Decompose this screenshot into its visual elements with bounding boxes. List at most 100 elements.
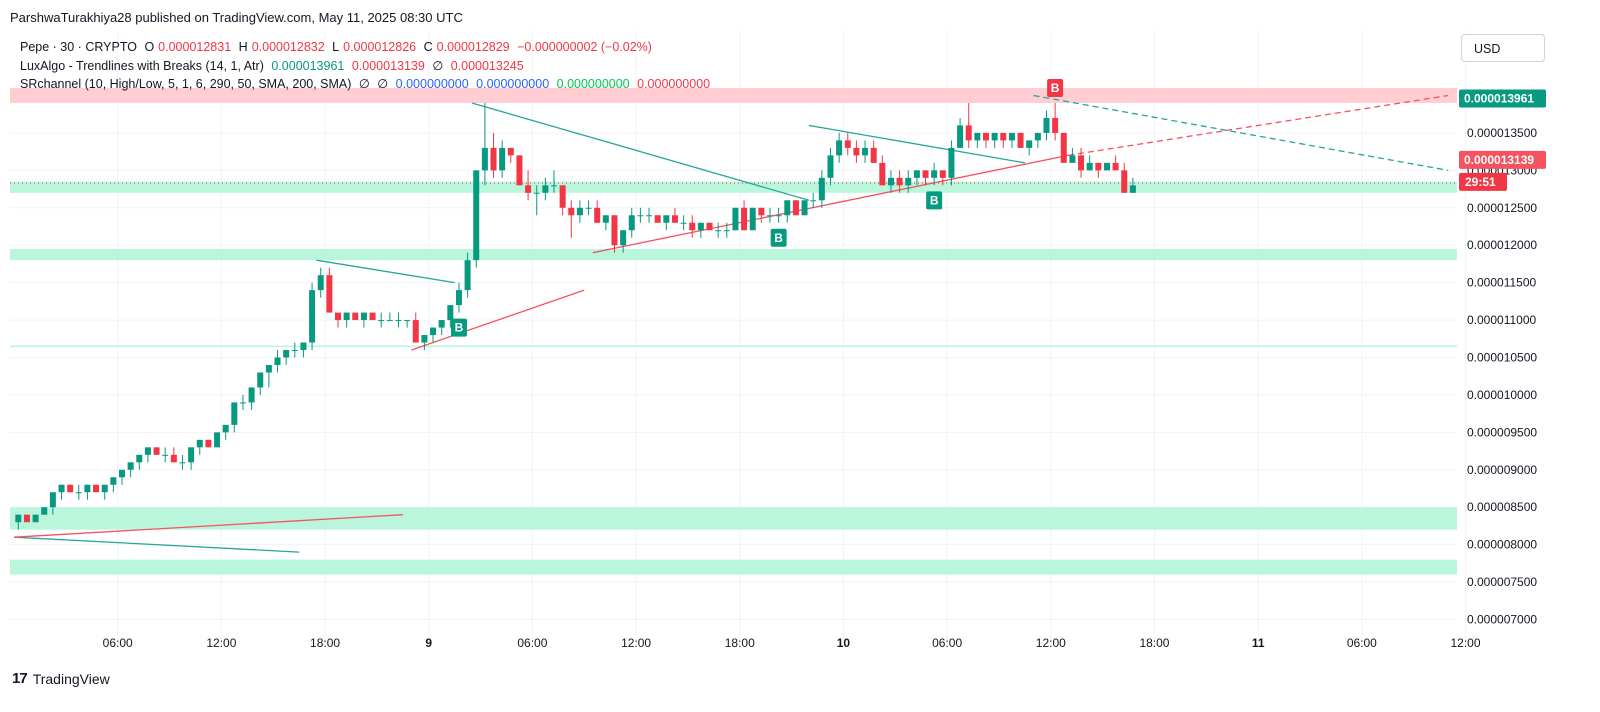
srchannel-value-3: 0.000000000 [556, 77, 630, 91]
srchannel-name[interactable]: SRchannel (10, High/Low, 5, 1, 6, 290, 5… [20, 77, 352, 91]
y-tick-label: 0.000012500 [1467, 201, 1537, 215]
srchannel-value-1: 0.000000000 [395, 77, 469, 91]
trendline [592, 154, 1069, 254]
candle-body [620, 230, 627, 246]
srchannel-empty-symbol-2: ∅ [377, 77, 389, 91]
candle-body [810, 200, 817, 202]
candle-body [473, 170, 480, 261]
trendline [1033, 94, 1449, 171]
buy-signal-badge[interactable] [450, 318, 467, 337]
candle-body [421, 335, 428, 343]
publisher-caption: ParshwaTurakhiya28 published on TradingV… [10, 10, 463, 25]
candle-body [775, 215, 782, 217]
luxalgo-value-3: 0.000013245 [450, 59, 524, 73]
candle-body [490, 147, 497, 171]
candle-body [784, 200, 791, 216]
candle-body [922, 170, 929, 178]
candle-body [188, 447, 195, 463]
open-label: O [144, 40, 155, 54]
candle-body [654, 215, 661, 223]
symbol-label[interactable]: Pepe · 30 · CRYPTO [20, 40, 137, 54]
srchannel-legend[interactable]: SRchannel (10, High/Low, 5, 1, 6, 290, 5… [20, 76, 714, 91]
ohlc-legend: Pepe · 30 · CRYPTO O 0.000012831 H 0.00001… [20, 40, 656, 54]
candle-body [948, 147, 955, 178]
tradingview-logo-text: TradingView [32, 670, 110, 687]
candle-body [507, 147, 514, 156]
change-value: −0.000000002 (−0.02%) [517, 40, 652, 54]
candle-body [594, 207, 601, 223]
candle-body [862, 147, 869, 156]
buy-signal-badge[interactable] [926, 191, 943, 210]
luxalgo-value-1: 0.000013961 [271, 59, 345, 73]
x-tick-label: 12:00 [1036, 636, 1066, 650]
candle-body [551, 185, 557, 187]
tradingview-logo[interactable]: 17 TradingView [12, 670, 110, 687]
luxalgo-empty-symbol: ∅ [432, 59, 444, 73]
support-zone [10, 248, 1457, 261]
sell-signal-badge[interactable] [1047, 78, 1064, 97]
candle-body [326, 275, 333, 313]
candle-body [913, 170, 920, 178]
candle-body [179, 462, 186, 464]
candle-body [827, 155, 834, 178]
x-tick-label: 06:00 [932, 636, 962, 650]
candle-body [680, 222, 687, 224]
candle-body [101, 484, 108, 493]
y-tick-label: 0.000011000 [1467, 313, 1537, 327]
candle-body [404, 320, 411, 322]
x-tick-label: 18:00 [1139, 636, 1169, 650]
y-tick-label: 0.000013500 [1467, 126, 1537, 140]
candle-body [464, 260, 471, 291]
candle-body [499, 147, 506, 171]
candle-body [533, 192, 540, 194]
candle-body [248, 387, 255, 403]
signal-label: B [774, 231, 783, 245]
candle-body [1017, 132, 1024, 148]
x-tick-label: 12:00 [621, 636, 651, 650]
x-tick-label: 18:00 [310, 636, 340, 650]
support-zone [10, 507, 1457, 530]
chart-area[interactable]: B B B B 0.000013500 0.000013000 0.000012500 0.0… [10, 30, 1554, 682]
candlestick-chart[interactable]: BBBB0.0000135000.0000130000.0000125000.0… [10, 30, 1554, 682]
candle-body [274, 357, 281, 365]
candle-body [974, 132, 981, 141]
luxalgo-name[interactable]: LuxAlgo - Trendlines with Breaks (14, 1,… [20, 59, 264, 73]
x-tick-label: 06:00 [103, 636, 133, 650]
currency-selector[interactable]: USD [1461, 34, 1545, 62]
candle-body [931, 170, 938, 178]
candle-body [602, 215, 609, 223]
candle-body [222, 424, 229, 433]
countdown-tag-text: 29:51 [1465, 175, 1496, 189]
y-tick-label: 0.000012000 [1467, 238, 1537, 252]
x-tick-label: 11 [1252, 636, 1265, 650]
candle-body [671, 215, 678, 223]
candle-body [870, 147, 877, 163]
candle-body [119, 469, 125, 478]
trendline [1067, 94, 1449, 157]
low-label: L [332, 40, 340, 54]
y-tick-label: 0.000008000 [1467, 538, 1537, 552]
signal-label: B [1051, 81, 1060, 95]
candle-body [23, 514, 30, 523]
candle-body [127, 462, 134, 470]
srchannel-value-2: 0.000000000 [476, 77, 550, 91]
x-tick-label: 06:00 [1347, 636, 1377, 650]
y-tick-label: 0.000010000 [1467, 388, 1537, 402]
candle-body [1060, 132, 1067, 163]
signal-label: B [930, 193, 939, 207]
candle-body [732, 207, 739, 231]
candle-body [646, 215, 653, 217]
candle-body [896, 177, 903, 186]
candle-body [144, 447, 151, 455]
candle-body [939, 170, 946, 178]
candle-body [438, 320, 445, 328]
luxalgo-legend[interactable]: LuxAlgo - Trendlines with Breaks (14, 1,… [20, 58, 528, 73]
y-tick-label: 0.000009500 [1467, 425, 1537, 439]
candle-body [663, 215, 670, 223]
high-label: H [238, 40, 248, 54]
candle-body [136, 454, 143, 463]
buy-signal-badge[interactable] [770, 228, 787, 247]
candle-body [689, 222, 696, 231]
candle-body [853, 147, 860, 156]
candle-body [559, 185, 566, 208]
